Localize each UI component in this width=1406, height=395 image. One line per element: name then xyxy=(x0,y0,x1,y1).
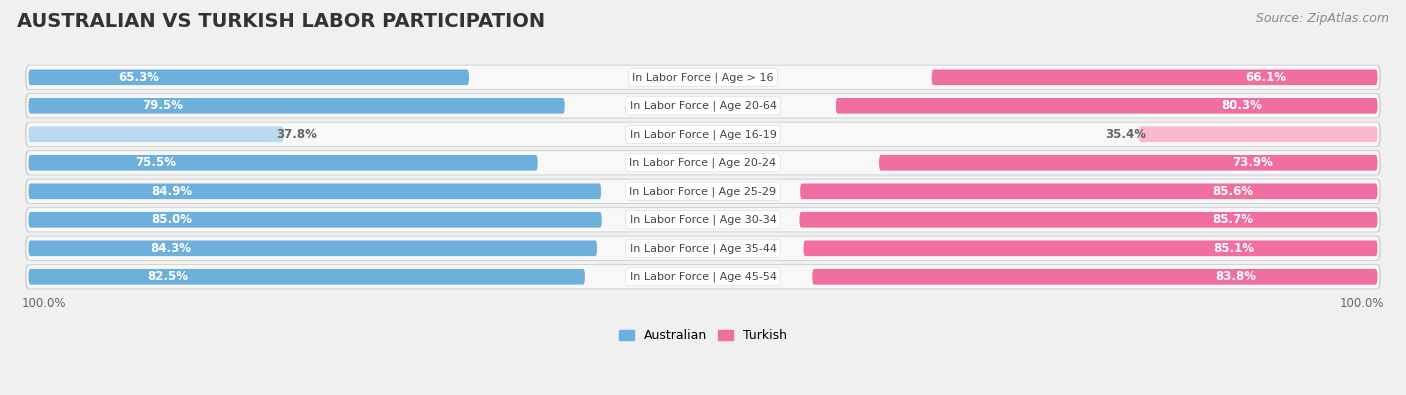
FancyBboxPatch shape xyxy=(25,65,1381,90)
Text: 100.0%: 100.0% xyxy=(21,297,66,310)
Text: 85.1%: 85.1% xyxy=(1213,242,1254,255)
Text: 84.3%: 84.3% xyxy=(150,242,191,255)
Text: 66.1%: 66.1% xyxy=(1246,71,1286,84)
Text: 100.0%: 100.0% xyxy=(1340,297,1385,310)
Text: 85.6%: 85.6% xyxy=(1212,185,1254,198)
Legend: Australian, Turkish: Australian, Turkish xyxy=(614,324,792,347)
FancyBboxPatch shape xyxy=(27,94,1379,117)
FancyBboxPatch shape xyxy=(837,98,1378,114)
FancyBboxPatch shape xyxy=(25,207,1381,232)
Text: 85.7%: 85.7% xyxy=(1212,213,1254,226)
FancyBboxPatch shape xyxy=(879,155,1378,171)
FancyBboxPatch shape xyxy=(27,265,1379,288)
FancyBboxPatch shape xyxy=(803,241,1378,256)
FancyBboxPatch shape xyxy=(932,70,1378,85)
FancyBboxPatch shape xyxy=(25,179,1381,204)
FancyBboxPatch shape xyxy=(28,241,598,256)
FancyBboxPatch shape xyxy=(28,212,602,228)
Text: In Labor Force | Age 16-19: In Labor Force | Age 16-19 xyxy=(630,129,776,139)
Text: 84.9%: 84.9% xyxy=(150,185,193,198)
FancyBboxPatch shape xyxy=(28,98,565,114)
FancyBboxPatch shape xyxy=(25,264,1381,289)
Text: In Labor Force | Age 35-44: In Labor Force | Age 35-44 xyxy=(630,243,776,254)
FancyBboxPatch shape xyxy=(28,155,537,171)
Text: 82.5%: 82.5% xyxy=(148,270,188,283)
FancyBboxPatch shape xyxy=(813,269,1378,285)
Text: 83.8%: 83.8% xyxy=(1216,270,1257,283)
FancyBboxPatch shape xyxy=(28,70,470,85)
FancyBboxPatch shape xyxy=(800,212,1378,228)
FancyBboxPatch shape xyxy=(25,122,1381,147)
FancyBboxPatch shape xyxy=(27,66,1379,89)
Text: 35.4%: 35.4% xyxy=(1105,128,1146,141)
Text: 85.0%: 85.0% xyxy=(152,213,193,226)
FancyBboxPatch shape xyxy=(28,183,602,199)
FancyBboxPatch shape xyxy=(27,151,1379,175)
FancyBboxPatch shape xyxy=(27,180,1379,203)
Text: In Labor Force | Age 25-29: In Labor Force | Age 25-29 xyxy=(630,186,776,197)
Text: 65.3%: 65.3% xyxy=(118,71,159,84)
Text: In Labor Force | Age 45-54: In Labor Force | Age 45-54 xyxy=(630,271,776,282)
Text: 80.3%: 80.3% xyxy=(1222,99,1263,112)
FancyBboxPatch shape xyxy=(28,126,284,142)
Text: 73.9%: 73.9% xyxy=(1233,156,1274,169)
FancyBboxPatch shape xyxy=(25,236,1381,261)
Text: 75.5%: 75.5% xyxy=(135,156,176,169)
Text: In Labor Force | Age > 16: In Labor Force | Age > 16 xyxy=(633,72,773,83)
Text: AUSTRALIAN VS TURKISH LABOR PARTICIPATION: AUSTRALIAN VS TURKISH LABOR PARTICIPATIO… xyxy=(17,12,546,31)
Text: Source: ZipAtlas.com: Source: ZipAtlas.com xyxy=(1256,12,1389,25)
FancyBboxPatch shape xyxy=(25,93,1381,118)
FancyBboxPatch shape xyxy=(800,183,1378,199)
FancyBboxPatch shape xyxy=(27,237,1379,260)
Text: In Labor Force | Age 20-24: In Labor Force | Age 20-24 xyxy=(630,158,776,168)
FancyBboxPatch shape xyxy=(25,150,1381,175)
Text: 37.8%: 37.8% xyxy=(277,128,318,141)
Text: In Labor Force | Age 20-64: In Labor Force | Age 20-64 xyxy=(630,101,776,111)
FancyBboxPatch shape xyxy=(27,122,1379,146)
FancyBboxPatch shape xyxy=(28,269,585,285)
FancyBboxPatch shape xyxy=(27,208,1379,231)
FancyBboxPatch shape xyxy=(1139,126,1378,142)
Text: 79.5%: 79.5% xyxy=(142,99,183,112)
Text: In Labor Force | Age 30-34: In Labor Force | Age 30-34 xyxy=(630,214,776,225)
